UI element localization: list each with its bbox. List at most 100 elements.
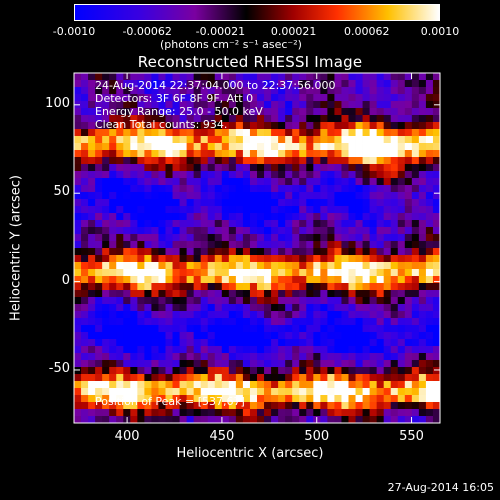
- heatmap-cell: [327, 339, 335, 347]
- heatmap-cell: [88, 269, 96, 277]
- heatmap-cell: [320, 234, 328, 242]
- heatmap-cell: [151, 185, 159, 193]
- heatmap-cell: [334, 269, 342, 277]
- heatmap-cell: [327, 143, 335, 151]
- heatmap-cell: [207, 94, 216, 102]
- heatmap-cell: [116, 171, 124, 179]
- heatmap-cell: [306, 234, 314, 242]
- heatmap-cell: [130, 115, 138, 123]
- heatmap-cell: [383, 255, 392, 263]
- heatmap-cell: [313, 276, 321, 284]
- heatmap-cell: [95, 164, 103, 172]
- heatmap-cell: [383, 395, 392, 403]
- heatmap-cell: [348, 80, 356, 88]
- heatmap-cell: [313, 213, 321, 221]
- heatmap-cell: [362, 318, 371, 326]
- heatmap-cell: [418, 374, 427, 382]
- heatmap-cell: [207, 171, 216, 179]
- heatmap-cell: [404, 136, 413, 144]
- heatmap-cell: [320, 241, 328, 249]
- heatmap-cell: [390, 332, 399, 340]
- heatmap-cell: [116, 94, 124, 102]
- heatmap-cell: [179, 185, 188, 193]
- heatmap-cell: [235, 150, 244, 158]
- heatmap-cell: [95, 248, 103, 256]
- heatmap-cell: [116, 73, 124, 81]
- heatmap-cell: [313, 346, 321, 354]
- heatmap-cell: [355, 206, 363, 214]
- heatmap-cell: [123, 213, 131, 221]
- heatmap-cell: [292, 234, 300, 242]
- heatmap-cell: [376, 416, 385, 424]
- heatmap-cell: [221, 241, 230, 249]
- heatmap-cell: [432, 325, 441, 333]
- heatmap-cell: [186, 409, 195, 417]
- heatmap-cell: [214, 276, 223, 284]
- heatmap-cell: [95, 87, 103, 95]
- heatmap-cell: [228, 73, 237, 81]
- heatmap-cell: [81, 255, 89, 263]
- heatmap-cell: [186, 332, 195, 340]
- annotation-detectors: Detectors: 3F 6F 8F 9F, Att 0: [95, 92, 254, 105]
- heatmap-cell: [151, 143, 159, 151]
- heatmap-cell: [144, 409, 152, 417]
- heatmap-cell: [404, 199, 413, 207]
- heatmap-cell: [306, 80, 314, 88]
- heatmap-cell: [102, 297, 110, 305]
- heatmap-cell: [207, 416, 216, 424]
- heatmap-cell: [116, 185, 124, 193]
- heatmap-cell: [292, 220, 300, 228]
- heatmap-cell: [130, 185, 138, 193]
- heatmap-cell: [186, 269, 195, 277]
- heatmap-cell: [334, 395, 342, 403]
- heatmap-cell: [144, 178, 152, 186]
- heatmap-cell: [257, 213, 265, 221]
- heatmap-cell: [334, 171, 342, 179]
- heatmap-cell: [334, 297, 342, 305]
- heatmap-cell: [242, 360, 251, 368]
- heatmap-cell: [193, 339, 202, 347]
- heatmap-cell: [264, 360, 272, 368]
- heatmap-cell: [299, 325, 307, 333]
- heatmap-cell: [313, 171, 321, 179]
- heatmap-cell: [425, 136, 434, 144]
- heatmap-cell: [411, 297, 420, 305]
- heatmap-cell: [137, 248, 145, 256]
- heatmap-cell: [292, 276, 300, 284]
- heatmap-cell: [278, 80, 286, 88]
- heatmap-cell: [249, 367, 258, 375]
- heatmap-cell: [432, 122, 441, 130]
- heatmap-cell: [109, 234, 117, 242]
- heatmap-cell: [88, 297, 96, 305]
- heatmap-cell: [369, 213, 378, 221]
- heatmap-cell: [376, 409, 385, 417]
- heatmap-cell: [313, 101, 321, 109]
- heatmap-cell: [264, 122, 272, 130]
- heatmap-cell: [257, 199, 265, 207]
- heatmap-cell: [130, 276, 138, 284]
- heatmap-cell: [362, 129, 371, 137]
- heatmap-cell: [172, 283, 180, 291]
- heatmap-cell: [278, 220, 286, 228]
- heatmap-cell: [109, 339, 117, 347]
- heatmap-cell: [376, 388, 385, 396]
- heatmap-cell: [116, 213, 124, 221]
- heatmap-cell: [264, 367, 272, 375]
- heatmap-cell: [411, 409, 420, 417]
- heatmap-cell: [369, 136, 378, 144]
- heatmap-cell: [404, 213, 413, 221]
- heatmap-cell: [285, 339, 293, 347]
- heatmap-cell: [355, 129, 363, 137]
- heatmap-cell: [292, 388, 300, 396]
- heatmap-cell: [418, 416, 427, 424]
- heatmap-cell: [299, 157, 307, 165]
- heatmap-cell: [271, 367, 279, 375]
- heatmap-cell: [249, 185, 258, 193]
- heatmap-cell: [235, 171, 244, 179]
- heatmap-cell: [257, 381, 265, 389]
- heatmap-cell: [88, 255, 96, 263]
- heatmap-cell: [144, 213, 152, 221]
- heatmap-cell: [249, 150, 258, 158]
- heatmap-cell: [144, 164, 152, 172]
- heatmap-cell: [404, 416, 413, 424]
